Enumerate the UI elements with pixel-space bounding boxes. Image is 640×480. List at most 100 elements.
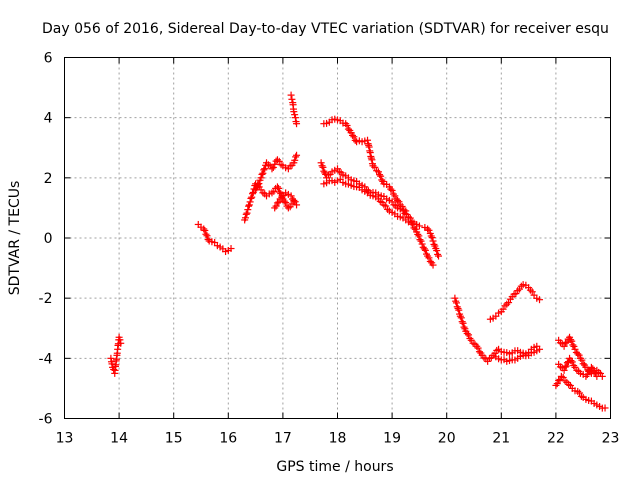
data-point-interp bbox=[350, 133, 358, 141]
data-point-interp bbox=[563, 338, 571, 346]
data-point-interp bbox=[425, 254, 433, 262]
data-point-interp bbox=[243, 209, 251, 217]
data-point-interp bbox=[247, 194, 255, 202]
y-axis-label: SDTVAR / TECUs bbox=[7, 181, 23, 296]
x-tick-label: 23 bbox=[602, 431, 620, 447]
data-point bbox=[246, 198, 254, 206]
data-point-interp bbox=[321, 169, 329, 177]
data-point-interp bbox=[248, 193, 256, 201]
data-point-interp bbox=[454, 304, 462, 312]
data-point-interp bbox=[202, 230, 210, 238]
data-point-interp bbox=[244, 206, 252, 214]
data-point-interp bbox=[589, 365, 597, 373]
data-point-interp bbox=[394, 196, 402, 204]
data-point-interp bbox=[578, 356, 586, 364]
data-point-interp bbox=[590, 368, 598, 376]
data-point-interp bbox=[387, 185, 395, 193]
data-point-interp bbox=[567, 336, 575, 344]
data-point-interp bbox=[349, 131, 357, 139]
data-point bbox=[287, 91, 295, 99]
data-point-interp bbox=[579, 360, 587, 368]
data-point bbox=[456, 312, 464, 320]
x-tick-label: 15 bbox=[165, 431, 183, 447]
data-point-interp bbox=[568, 337, 576, 345]
x-tick-label: 13 bbox=[56, 431, 74, 447]
y-tick-label: 6 bbox=[44, 51, 53, 67]
data-point bbox=[503, 300, 511, 308]
data-point bbox=[415, 222, 423, 230]
x-tick-label: 18 bbox=[329, 431, 347, 447]
x-tick-label: 17 bbox=[274, 431, 292, 447]
x-tick-label: 16 bbox=[219, 431, 237, 447]
data-point-interp bbox=[320, 167, 328, 175]
data-point-interp bbox=[245, 201, 253, 209]
data-point-interp bbox=[241, 214, 249, 222]
x-axis-label: GPS time / hours bbox=[276, 459, 393, 475]
data-point-interp bbox=[574, 350, 582, 358]
data-point-interp bbox=[410, 224, 418, 232]
data-point bbox=[429, 261, 437, 269]
data-point-interp bbox=[528, 288, 536, 296]
x-tick-label: 20 bbox=[438, 431, 456, 447]
data-point-interp bbox=[561, 377, 569, 385]
data-point-interp bbox=[553, 380, 561, 388]
data-point bbox=[536, 296, 544, 304]
data-point-interp bbox=[388, 186, 396, 194]
data-point-interp bbox=[455, 306, 463, 314]
axis-ticks: 13 14 15 16 17 18 19 20 21 22 23 -6 -4 -2 0 2 4 6 bbox=[39, 51, 620, 447]
data-point-interp bbox=[248, 190, 256, 198]
data-point-interp bbox=[260, 166, 268, 174]
data-point-interp bbox=[575, 351, 583, 359]
y-tick-label: -4 bbox=[39, 351, 53, 367]
data-point-interp bbox=[384, 205, 392, 213]
data-point bbox=[268, 165, 276, 173]
data-point-interp bbox=[409, 220, 417, 228]
data-point-interp bbox=[272, 202, 280, 210]
data-point-interp bbox=[415, 232, 423, 240]
data-point-interp bbox=[319, 163, 327, 171]
data-point-interp bbox=[204, 236, 212, 244]
data-point bbox=[391, 192, 399, 200]
data-point-interp bbox=[433, 247, 441, 255]
data-point-interp bbox=[273, 199, 281, 207]
data-point-interp bbox=[465, 331, 473, 339]
y-tick-label: 0 bbox=[44, 231, 53, 247]
data-point-interp bbox=[276, 188, 284, 196]
data-point bbox=[560, 342, 568, 350]
data-point-interp bbox=[463, 330, 471, 338]
data-point-interp bbox=[382, 202, 390, 210]
data-point-interp bbox=[430, 240, 438, 248]
x-tick-label: 19 bbox=[383, 431, 401, 447]
data-point-interp bbox=[458, 318, 466, 326]
data-point-interp bbox=[377, 172, 385, 180]
data-point-interp bbox=[288, 95, 296, 103]
data-point bbox=[293, 120, 301, 128]
data-point-interp bbox=[414, 230, 422, 238]
grid bbox=[64, 57, 611, 419]
data-point-interp bbox=[201, 226, 209, 234]
data-point-interp bbox=[459, 319, 467, 327]
data-point-interp bbox=[501, 302, 509, 310]
data-point-interp bbox=[474, 344, 482, 352]
x-tick-label: 21 bbox=[492, 431, 510, 447]
data-point-interp bbox=[457, 314, 465, 322]
data-point-interp bbox=[555, 376, 563, 384]
x-tick-label: 22 bbox=[547, 431, 565, 447]
data-point-interp bbox=[568, 358, 576, 366]
data-point-interp bbox=[291, 156, 299, 164]
data-point bbox=[293, 151, 301, 159]
data-point bbox=[317, 159, 325, 167]
data-point-interp bbox=[116, 336, 124, 344]
data-point bbox=[593, 372, 601, 380]
data-point-interp bbox=[420, 245, 428, 253]
data-point-interp bbox=[563, 359, 571, 367]
data-points bbox=[107, 91, 609, 412]
data-point-interp bbox=[434, 250, 442, 258]
data-point bbox=[451, 294, 459, 302]
y-tick-label: 4 bbox=[44, 111, 53, 127]
data-point-interp bbox=[245, 202, 253, 210]
data-point-interp bbox=[253, 184, 261, 192]
data-point-interp bbox=[453, 303, 461, 311]
y-tick-label: -6 bbox=[39, 412, 53, 428]
